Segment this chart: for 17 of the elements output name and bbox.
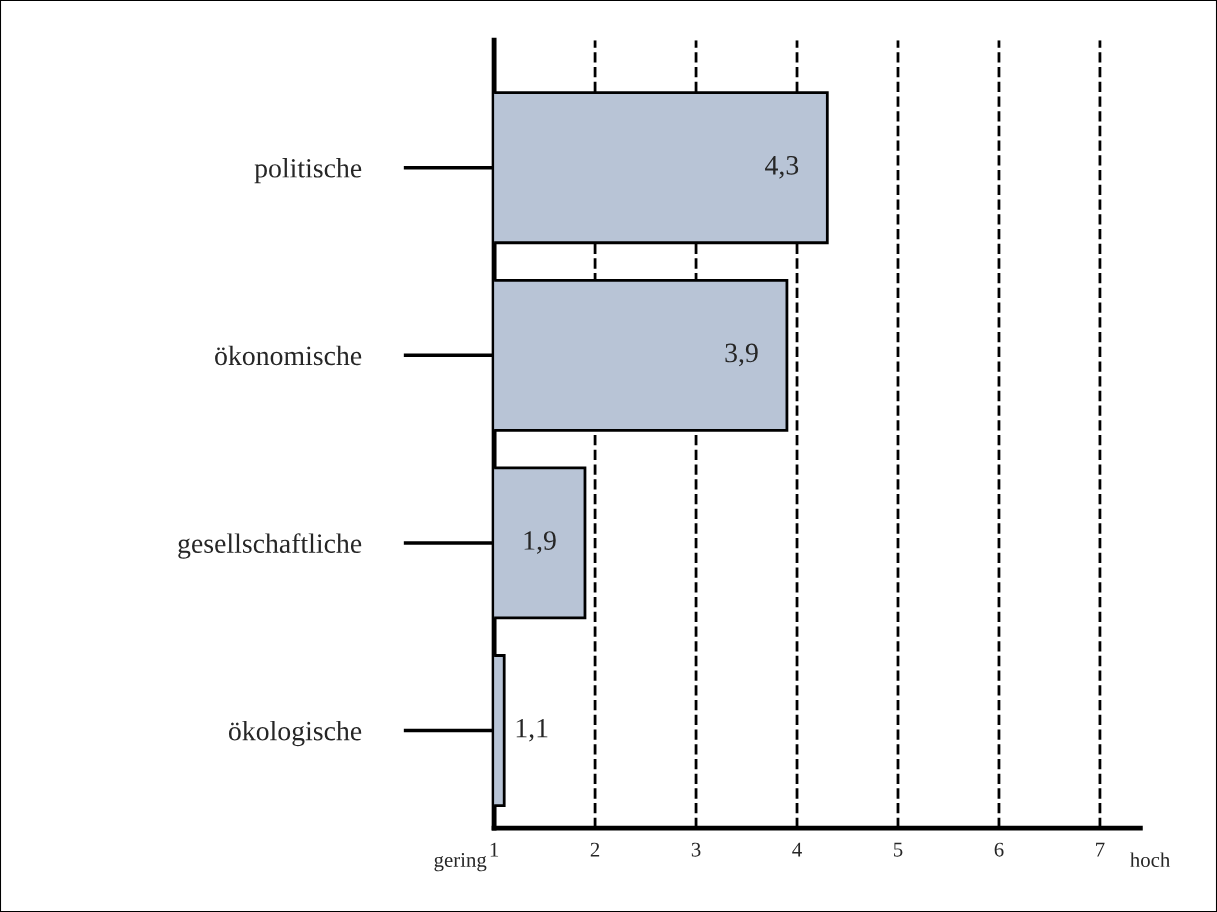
text: hoch [1130,852,1171,868]
data-label: 4,3 [765,155,799,179]
data-label: 1,9 [524,531,556,554]
data-label: 1,1 [516,718,548,742]
data-label: 3,9 [725,343,758,367]
x-tick-label: 2 [590,842,600,857]
x-tick-label: 3 [691,842,701,857]
x-tick-label: 4 [792,842,802,857]
y-tick-label: gesellschaftliche [178,533,362,559]
x-tick-label: 5 [894,842,903,857]
y-tick-label: ökologische [228,720,362,747]
x-tick-label: 1 [490,842,499,857]
x-tick-label: 7 [1096,842,1105,857]
y-tick-label: politische [254,158,362,184]
text: gering [434,853,487,872]
y-tick-label: ökonomische [215,345,362,366]
x-tick-label: 6 [994,842,1004,857]
